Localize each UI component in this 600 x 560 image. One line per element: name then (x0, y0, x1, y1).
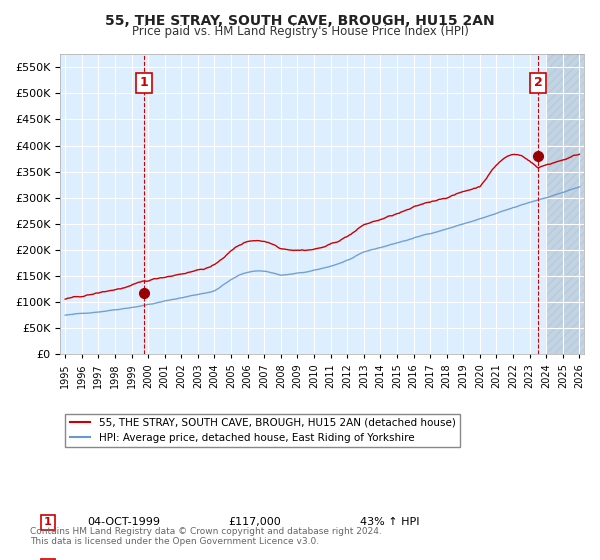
Text: 04-OCT-1999: 04-OCT-1999 (87, 517, 160, 528)
Legend: 55, THE STRAY, SOUTH CAVE, BROUGH, HU15 2AN (detached house), HPI: Average price: 55, THE STRAY, SOUTH CAVE, BROUGH, HU15 … (65, 413, 460, 447)
Text: 1: 1 (44, 517, 52, 528)
Bar (546, 54, 588, 354)
Text: Contains HM Land Registry data © Crown copyright and database right 2024.
This d: Contains HM Land Registry data © Crown c… (30, 526, 382, 546)
Bar (546, 54, 588, 354)
Text: £117,000: £117,000 (228, 517, 281, 528)
Text: 2: 2 (533, 76, 542, 90)
Text: 55, THE STRAY, SOUTH CAVE, BROUGH, HU15 2AN: 55, THE STRAY, SOUTH CAVE, BROUGH, HU15 … (105, 14, 495, 28)
Text: 43% ↑ HPI: 43% ↑ HPI (360, 517, 419, 528)
Text: 1: 1 (140, 76, 148, 90)
Text: Price paid vs. HM Land Registry's House Price Index (HPI): Price paid vs. HM Land Registry's House … (131, 25, 469, 38)
